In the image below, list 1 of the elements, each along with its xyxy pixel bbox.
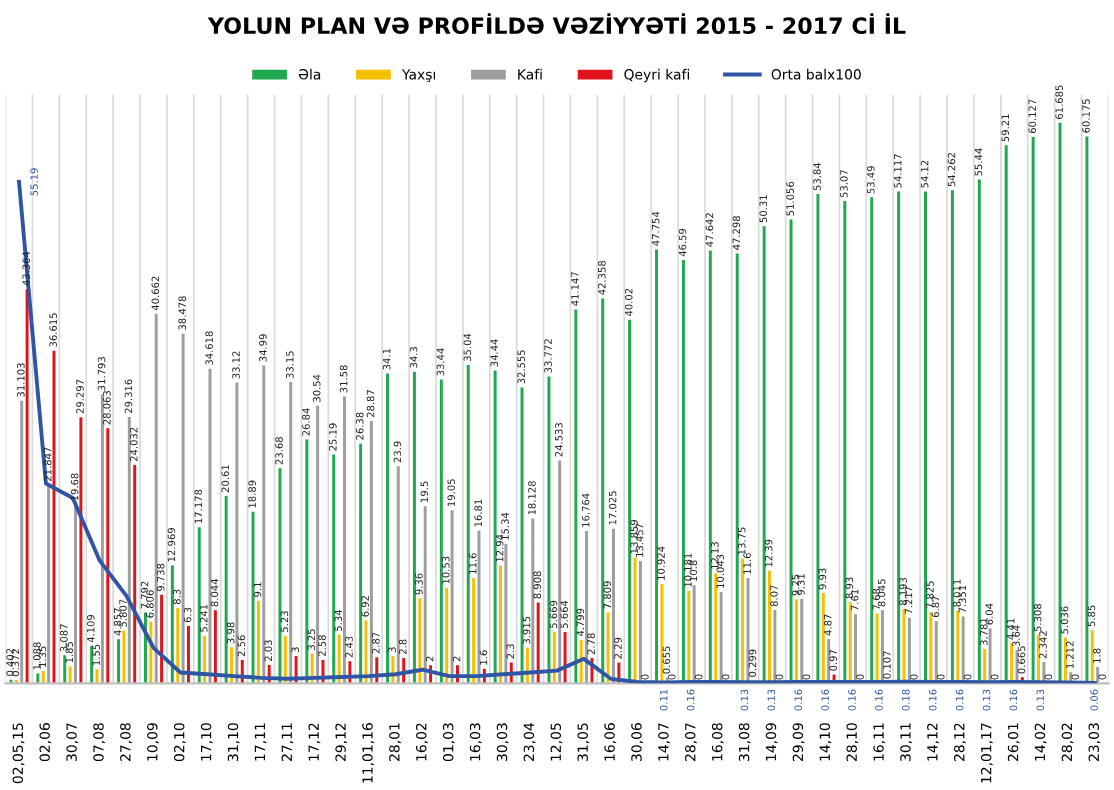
chart-title: YOLUN PLAN VƏ PROFİLDƏ VƏZİYYƏTİ 2015 - 2017 Cİ İL [207,13,906,35]
